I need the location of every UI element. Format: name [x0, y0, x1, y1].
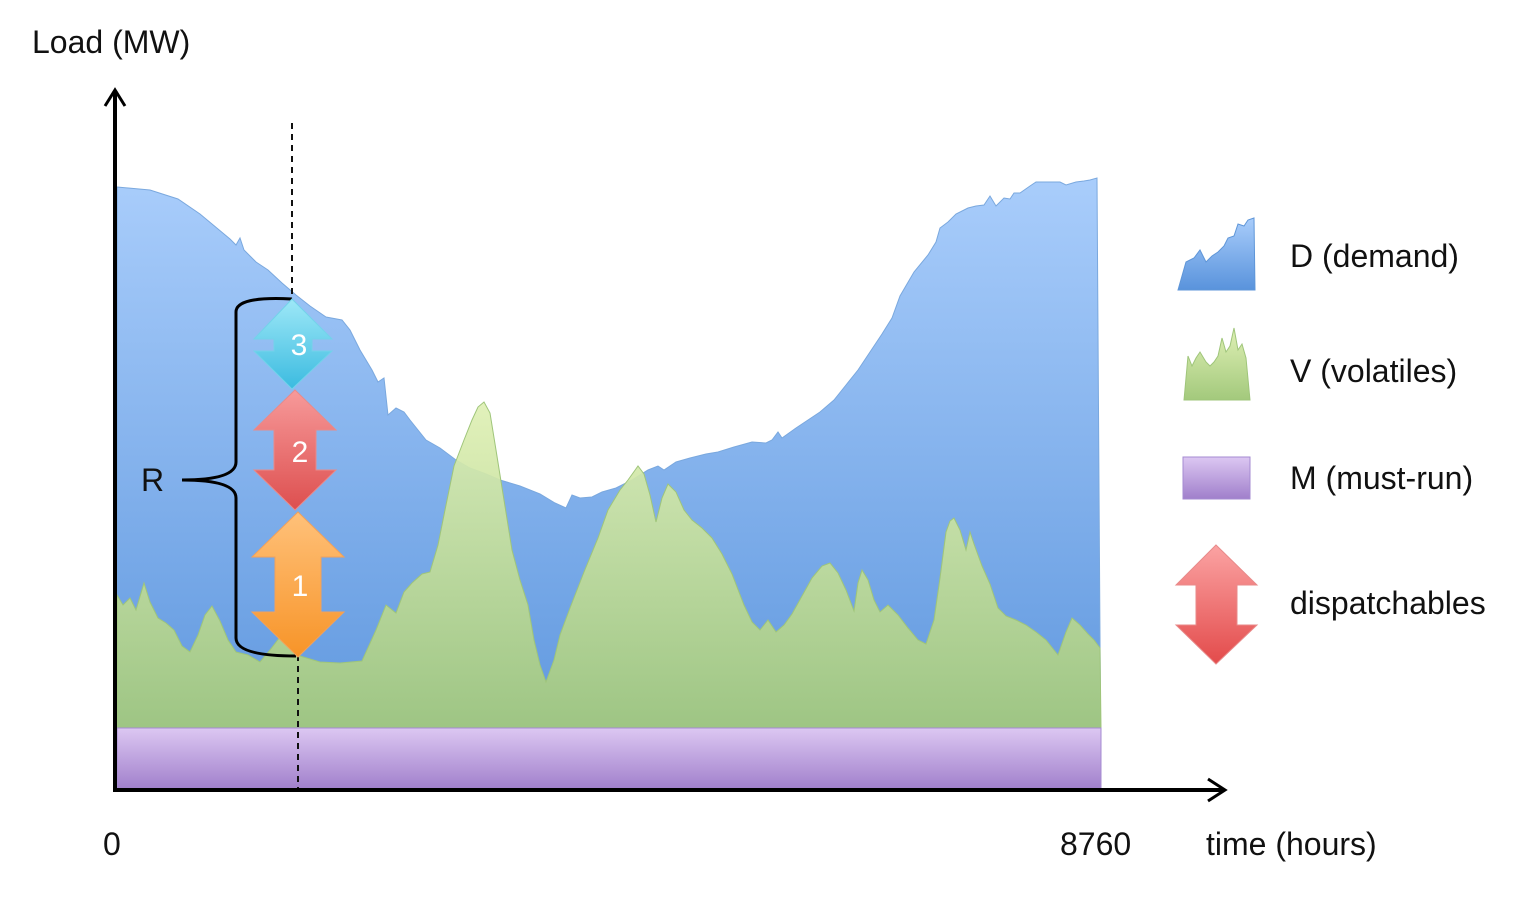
arrow-3-number: 3: [291, 329, 308, 362]
legend-label-demand: D (demand): [1290, 238, 1459, 274]
x-axis-arrowhead: [1207, 777, 1228, 803]
volatiles-area-icon: [1183, 327, 1251, 401]
reserve-label: R: [141, 462, 164, 498]
x-axis-start-label: 0: [103, 826, 121, 862]
dispatchable-arrow-1: 1: [250, 511, 346, 658]
legend-label-volatiles: V (volatiles): [1290, 353, 1457, 389]
arrow-2-number: 2: [292, 436, 309, 469]
x-axis-end-label: 8760: [1060, 826, 1131, 862]
double-arrow-icon: [1174, 544, 1259, 665]
dispatchable-arrow-2: 2: [252, 389, 338, 511]
y-axis-label: Load (MW): [32, 24, 190, 60]
y-axis-arrowhead: [103, 87, 127, 107]
legend-label-must-run: M (must-run): [1290, 460, 1473, 496]
dispatchable-arrow-3: 3: [252, 298, 334, 390]
arrow-1-number: 1: [292, 570, 309, 603]
must-run-bar: [116, 727, 1102, 791]
legend: D (demand) V (volatiles) M (must-run) di…: [1174, 217, 1486, 665]
reserve-brace: [181, 297, 297, 658]
x-axis-label: time (hours): [1206, 826, 1377, 862]
legend-label-dispatchables: dispatchables: [1290, 585, 1486, 621]
demand-area-icon: [1177, 217, 1256, 291]
must-run-bar-icon: [1182, 456, 1251, 500]
